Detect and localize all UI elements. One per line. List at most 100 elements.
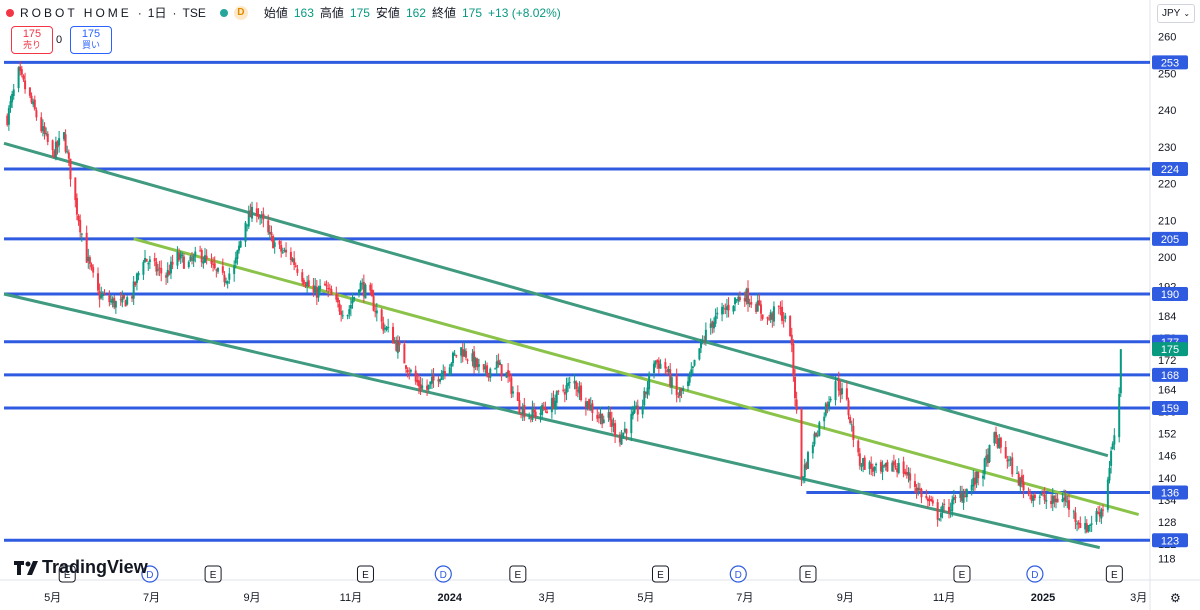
y-tick-label: 220: [1158, 179, 1176, 191]
candle-body: [725, 306, 728, 310]
candle-body: [98, 291, 101, 300]
candle-body: [225, 281, 228, 283]
candle-body: [977, 471, 980, 479]
candle-body: [745, 289, 748, 302]
candle-body: [259, 217, 262, 219]
candle-body: [404, 365, 407, 369]
tradingview-logo[interactable]: TradingView: [14, 557, 148, 578]
candle-body: [364, 284, 367, 299]
candle-body: [54, 141, 57, 160]
candle-body: [941, 505, 944, 513]
candle-body: [654, 361, 657, 365]
earnings-marker[interactable]: [58, 565, 76, 583]
candle-body: [633, 407, 636, 413]
candle-body: [1061, 499, 1064, 502]
symbol-name[interactable]: ROBOT HOME: [20, 5, 132, 20]
candle-body: [362, 281, 365, 297]
dividend-marker[interactable]: [729, 565, 747, 583]
candle-body: [301, 272, 304, 282]
level-price-label: 136: [1161, 487, 1179, 499]
candle-body: [236, 250, 239, 259]
candle-body: [779, 307, 782, 309]
last-price-label: 175: [1161, 344, 1179, 356]
candle-body: [596, 414, 599, 419]
candle-body: [996, 438, 999, 448]
candle-body: [1076, 523, 1079, 525]
earnings-marker[interactable]: [204, 565, 222, 583]
earnings-marker[interactable]: [799, 565, 817, 583]
earnings-marker[interactable]: [651, 565, 669, 583]
candle-body: [815, 432, 818, 437]
candle-body: [722, 307, 725, 309]
trendlines: [3, 141, 1140, 550]
candle-body: [965, 489, 968, 498]
candle-body: [1064, 496, 1067, 502]
candle-body: [701, 339, 704, 343]
currency-selector[interactable]: JPY ⌄: [1157, 4, 1195, 23]
candle-body: [134, 281, 137, 286]
y-tick-label: 140: [1158, 473, 1176, 485]
candle-body: [896, 468, 899, 473]
candle-body: [1006, 459, 1009, 462]
candle-body: [432, 375, 435, 381]
candle-body: [721, 306, 724, 315]
data-badge[interactable]: D: [233, 5, 248, 20]
buy-button[interactable]: 175 買い: [70, 26, 112, 54]
candle-body: [215, 269, 218, 271]
earnings-marker[interactable]: [356, 565, 374, 583]
candle-body: [1022, 481, 1025, 491]
candle-body: [257, 214, 260, 217]
candle-body: [486, 365, 489, 374]
earnings-marker[interactable]: [953, 565, 971, 583]
candle-body: [597, 416, 600, 418]
candle-body: [610, 419, 613, 427]
candle-body: [580, 385, 583, 401]
sell-button[interactable]: 175 売り: [11, 26, 53, 54]
candle-body: [455, 354, 458, 357]
y-axis[interactable]: 1181221281341401461521581641721781841922…: [1152, 32, 1188, 566]
candle-body: [943, 503, 946, 506]
candle-body: [964, 495, 967, 498]
candle-body: [644, 391, 647, 394]
candle-body: [443, 371, 446, 375]
candle-body: [176, 251, 179, 266]
candle-body: [784, 315, 787, 319]
candle-body: [408, 373, 411, 375]
exchange-label: TSE: [182, 5, 206, 20]
candle-body: [101, 295, 104, 297]
high-value: 175: [349, 5, 370, 20]
candle-body: [278, 241, 281, 245]
candle-body: [80, 233, 83, 235]
candle-body: [818, 422, 821, 436]
candle-body: [132, 281, 135, 299]
candle-body: [1079, 523, 1082, 528]
interval-label[interactable]: 1日: [147, 6, 167, 20]
dividend-marker-label: D: [1031, 570, 1038, 581]
dividend-marker[interactable]: [1026, 565, 1044, 583]
earnings-marker[interactable]: [509, 565, 527, 583]
candle-body: [823, 416, 826, 422]
candle-body: [1101, 509, 1104, 511]
candle-body: [156, 269, 159, 271]
candle-body: [862, 458, 865, 466]
candle-body: [625, 428, 628, 434]
candle-body: [1074, 512, 1077, 522]
open-label: 始値: [263, 6, 288, 20]
candle-body: [850, 424, 853, 426]
y-tick-label: 240: [1158, 105, 1176, 117]
candle-body: [246, 224, 249, 226]
candle-body: [871, 467, 874, 472]
earnings-marker[interactable]: [1105, 565, 1123, 583]
candle-body: [724, 308, 727, 310]
close-label: 終値: [431, 6, 456, 20]
close-value: 175: [461, 5, 483, 20]
candle-body: [387, 326, 390, 329]
candle-body: [920, 489, 923, 498]
dividend-marker[interactable]: [434, 565, 452, 583]
candle-body: [1042, 492, 1045, 494]
candle-body: [508, 375, 511, 377]
candle-body: [970, 484, 973, 491]
gear-icon[interactable]: ⚙: [1170, 591, 1181, 605]
dividend-marker[interactable]: [141, 565, 159, 583]
